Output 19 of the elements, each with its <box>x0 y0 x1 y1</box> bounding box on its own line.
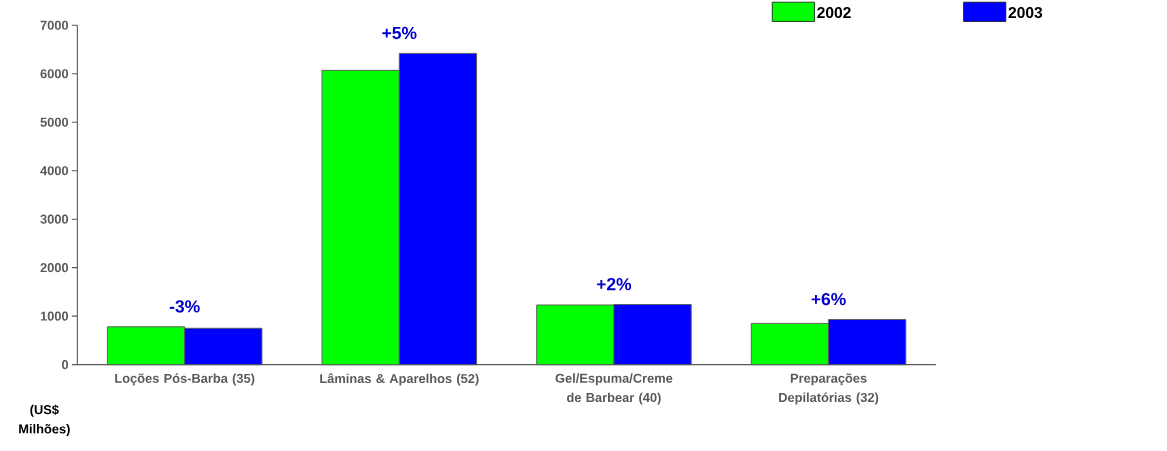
y-tick-label: 5000 <box>40 117 69 127</box>
annotation: +6% <box>811 293 846 306</box>
annotation: -3% <box>169 300 200 313</box>
x-tick-label: Preparações Depilatórias (32) <box>779 373 879 405</box>
y-tick-label: 7000 <box>40 20 69 30</box>
x-tick-label: Lâminas & Aparelhos (52) <box>320 373 479 386</box>
legend-label: 2002 <box>817 7 851 19</box>
y-axis-title: (US$ Milhões) <box>19 404 70 437</box>
x-tick-label: Loções Pós-Barba (35) <box>115 373 255 386</box>
y-tick-label: 1000 <box>40 311 69 321</box>
annotation: +5% <box>382 26 417 40</box>
x-tick-label: Gel/Espuma/Creme de Barbear (40) <box>555 373 673 405</box>
y-tick-label: 0 <box>61 360 69 370</box>
y-tick-label: 4000 <box>40 166 69 176</box>
y-tick-label: 2000 <box>40 263 69 273</box>
legend-label: 2003 <box>1008 7 1043 19</box>
y-tick-label: 6000 <box>40 69 69 79</box>
annotation: +2% <box>596 278 632 291</box>
y-tick-label: 3000 <box>40 214 69 224</box>
